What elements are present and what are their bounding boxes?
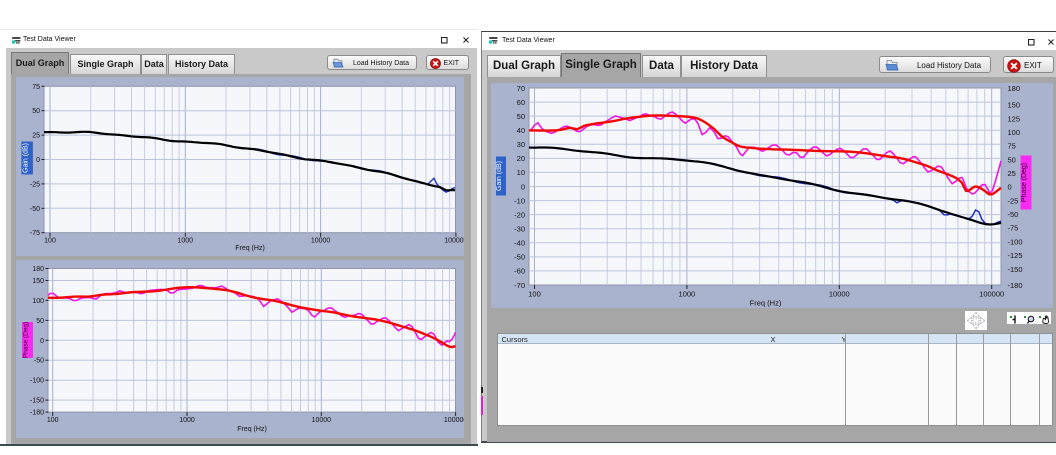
svg-text:100000: 100000 bbox=[444, 417, 464, 424]
svg-text:100: 100 bbox=[32, 297, 44, 304]
svg-text:Gain (dB): Gain (dB) bbox=[22, 143, 29, 173]
svg-text:-50: -50 bbox=[34, 357, 44, 364]
svg-text:-75: -75 bbox=[1008, 224, 1019, 233]
svg-text:-150: -150 bbox=[1008, 265, 1023, 274]
svg-text:50: 50 bbox=[1008, 155, 1016, 164]
svg-text:70: 70 bbox=[517, 84, 525, 93]
svg-text:10000: 10000 bbox=[312, 417, 332, 424]
svg-text:100: 100 bbox=[1008, 128, 1021, 137]
svg-text:125: 125 bbox=[1008, 114, 1021, 123]
svg-text:180: 180 bbox=[32, 266, 44, 273]
svg-text:Freq (Hz): Freq (Hz) bbox=[750, 299, 782, 308]
svg-text:100: 100 bbox=[528, 290, 541, 299]
svg-text:-60: -60 bbox=[514, 267, 525, 276]
svg-text:Freq (Hz): Freq (Hz) bbox=[237, 426, 267, 433]
svg-text:150: 150 bbox=[32, 278, 44, 285]
svg-text:0: 0 bbox=[36, 157, 40, 164]
svg-text:0: 0 bbox=[40, 337, 44, 344]
svg-text:-100: -100 bbox=[30, 377, 44, 384]
svg-text:Phase (Deg): Phase (Deg) bbox=[23, 321, 30, 358]
svg-text:50: 50 bbox=[32, 108, 40, 115]
svg-text:75: 75 bbox=[1008, 142, 1016, 151]
svg-text:-125: -125 bbox=[1008, 251, 1023, 260]
svg-text:1000: 1000 bbox=[178, 238, 194, 245]
svg-text:-50: -50 bbox=[514, 253, 525, 262]
svg-text:Freq (Hz): Freq (Hz) bbox=[235, 245, 265, 252]
svg-text:Phase (Deg): Phase (Deg) bbox=[1021, 163, 1028, 202]
svg-text:-25: -25 bbox=[30, 181, 40, 188]
svg-text:100000: 100000 bbox=[979, 290, 1004, 299]
svg-text:-20: -20 bbox=[514, 210, 525, 219]
svg-text:-180: -180 bbox=[30, 409, 44, 416]
svg-text:0: 0 bbox=[1008, 183, 1012, 192]
svg-text:-25: -25 bbox=[1008, 196, 1019, 205]
svg-text:10000: 10000 bbox=[311, 238, 331, 245]
svg-text:60: 60 bbox=[517, 98, 525, 107]
svg-text:-50: -50 bbox=[30, 206, 40, 213]
svg-text:-180: -180 bbox=[1008, 281, 1023, 290]
svg-text:25: 25 bbox=[1008, 169, 1016, 178]
svg-text:40: 40 bbox=[517, 126, 525, 135]
svg-text:0: 0 bbox=[521, 182, 525, 191]
svg-text:-40: -40 bbox=[514, 239, 525, 248]
svg-text:50: 50 bbox=[517, 112, 525, 121]
svg-text:-75: -75 bbox=[30, 230, 40, 237]
svg-text:25: 25 bbox=[32, 133, 40, 140]
svg-text:100: 100 bbox=[47, 417, 59, 424]
svg-text:-30: -30 bbox=[514, 225, 525, 234]
svg-text:100000: 100000 bbox=[444, 238, 464, 245]
svg-text:100: 100 bbox=[44, 238, 56, 245]
svg-text:-150: -150 bbox=[30, 397, 44, 404]
svg-text:50: 50 bbox=[36, 317, 44, 324]
svg-text:150: 150 bbox=[1008, 101, 1021, 110]
svg-text:20: 20 bbox=[517, 154, 525, 163]
svg-text:-10: -10 bbox=[514, 196, 525, 205]
svg-text:30: 30 bbox=[517, 140, 525, 149]
svg-text:10: 10 bbox=[517, 168, 525, 177]
svg-text:180: 180 bbox=[1008, 84, 1021, 93]
svg-text:-100: -100 bbox=[1008, 237, 1023, 246]
svg-text:1000: 1000 bbox=[679, 290, 696, 299]
svg-text:-70: -70 bbox=[514, 281, 525, 290]
svg-text:75: 75 bbox=[32, 84, 40, 91]
svg-text:10000: 10000 bbox=[829, 290, 850, 299]
svg-text:-50: -50 bbox=[1008, 210, 1019, 219]
svg-text:Gain (dB): Gain (dB) bbox=[496, 161, 503, 191]
svg-text:1000: 1000 bbox=[179, 417, 195, 424]
